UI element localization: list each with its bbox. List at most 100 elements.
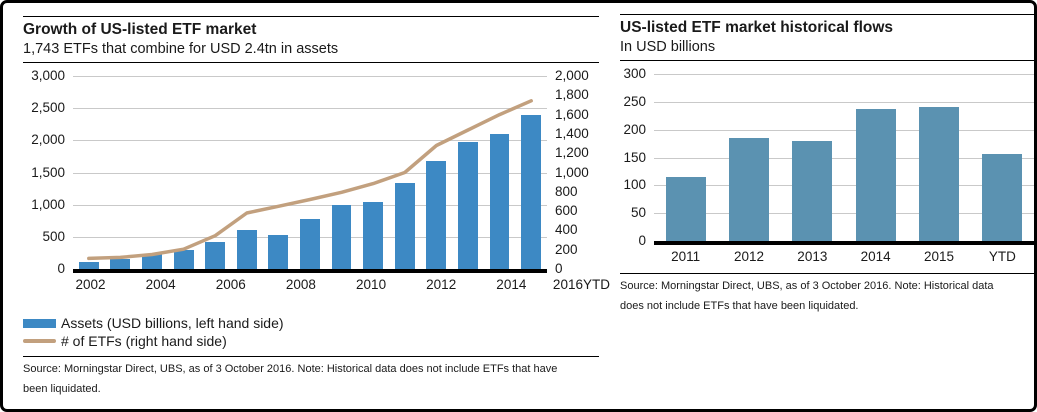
legend-line-swatch — [23, 339, 56, 343]
y-axis-label: 2,000 — [31, 132, 65, 148]
divider — [620, 60, 1034, 61]
legend-item: Assets (USD billions, left hand side) — [23, 314, 599, 332]
bar-2016-ytd — [521, 114, 542, 269]
bar-2002 — [78, 262, 99, 269]
growth-chart-subtitle: 1,743 ETFs that combine for USD 2.4tn in… — [23, 41, 339, 57]
x-axis-label: 2004 — [145, 277, 176, 292]
bar-2011 — [665, 176, 706, 241]
bar-2014 — [855, 109, 896, 241]
y-axis-label: 1,000 — [31, 196, 65, 212]
flows-x-axis: 2011 2012 2013 2014 2015 YTD — [654, 245, 1034, 267]
growth-left-axis: 3,000 2,500 2,000 1,500 1,000 500 0 — [23, 68, 73, 276]
divider — [620, 273, 1034, 274]
x-axis-label: 2015 — [923, 249, 955, 264]
bar-slot — [231, 76, 263, 269]
gridline — [654, 157, 1034, 159]
gridline — [654, 213, 1034, 215]
y-axis-label: 2,000 — [555, 68, 589, 83]
bar-slot — [357, 76, 389, 269]
bar-slot — [717, 74, 780, 241]
flows-chart-title: US-listed ETF market historical flows — [620, 19, 894, 36]
gridline — [654, 74, 1034, 75]
gridline — [654, 101, 1034, 103]
divider — [23, 62, 599, 63]
gridline — [654, 185, 1034, 187]
y-axis-label: 200 — [555, 241, 578, 257]
y-axis-label: 600 — [555, 203, 578, 219]
bar-slot — [971, 74, 1034, 241]
bar-slot — [136, 76, 168, 269]
x-axis-label: 2002 — [75, 277, 106, 292]
bar-2007 — [236, 229, 257, 269]
y-axis-label: 0 — [57, 261, 65, 276]
bar-slot — [168, 76, 200, 269]
x-axis-label: 2008 — [285, 277, 316, 292]
bar-slot — [781, 74, 844, 241]
growth-right-axis: 2,000 1,800 1,600 1,400 1,200 1,000 800 600 400 2… — [547, 68, 599, 276]
y-axis-label: 250 — [623, 93, 646, 109]
y-axis-label: 150 — [623, 149, 646, 165]
bar-series — [654, 74, 1034, 241]
bar-2012 — [394, 183, 415, 269]
x-axis-label: 2014 — [496, 277, 527, 292]
bar-slot — [294, 76, 326, 269]
legend-label: Assets (USD billions, left hand side) — [61, 315, 284, 331]
bar-2004 — [142, 254, 162, 269]
bar-2003 — [110, 259, 131, 269]
bar-slot — [73, 76, 105, 269]
y-axis-label: 0 — [555, 261, 563, 276]
flows-left-axis: 300 250 200 150 100 50 0 — [620, 66, 654, 248]
y-axis-label: 300 — [623, 66, 646, 81]
growth-chart-panel: Growth of US-listed ETF market 1,743 ETF… — [23, 16, 610, 399]
bar-2008 — [268, 234, 289, 269]
x-axis-label: 2013 — [797, 249, 828, 264]
y-axis-label: 1,400 — [555, 125, 589, 141]
flows-chart-panel: US-listed ETF market historical flows In… — [620, 14, 1034, 316]
bar-2015 — [489, 133, 510, 269]
x-axis-label: 2014 — [860, 249, 891, 264]
bar-slot — [421, 76, 453, 269]
flows-source-note: Source: Morningstar Direct, UBS, as of 3… — [620, 276, 1034, 316]
legend-label: # of ETFs (right hand side) — [61, 333, 227, 349]
y-axis-label: 3,000 — [31, 68, 65, 83]
y-axis-label: 2,500 — [31, 100, 65, 116]
source-line: Source: Morningstar Direct, UBS, as of 3… — [620, 280, 994, 292]
bar-series — [73, 76, 547, 269]
x-axis-label: YTD — [988, 249, 1016, 264]
bar-slot — [907, 74, 970, 241]
divider — [620, 14, 1034, 15]
bar-slot — [484, 76, 516, 269]
y-axis-label: 1,200 — [555, 145, 589, 161]
source-line: been liquidated. — [23, 383, 101, 395]
bar-2009 — [300, 219, 320, 269]
y-axis-label: 50 — [630, 205, 646, 221]
x-axis-label: 2006 — [215, 277, 246, 292]
bar-2011 — [363, 201, 384, 269]
bar-slot — [515, 76, 547, 269]
x-axis-label: 2016YTD — [552, 277, 610, 292]
gridline — [73, 76, 547, 77]
bar-slot — [199, 76, 231, 269]
bar-2013 — [792, 140, 833, 241]
bar-2012 — [729, 138, 769, 241]
growth-source-note: Source: Morningstar Direct, UBS, as of 3… — [23, 359, 599, 399]
x-axis-label: 2011 — [671, 249, 701, 264]
bar-slot — [389, 76, 421, 269]
y-axis-label: 400 — [555, 222, 578, 238]
bar-ytd — [982, 153, 1023, 241]
flows-chart-subtitle: In USD billions — [620, 39, 716, 55]
source-line: Source: Morningstar Direct, UBS, as of 3… — [23, 363, 558, 375]
y-axis-label: 500 — [42, 228, 65, 244]
y-axis-label: 1,800 — [555, 87, 589, 103]
y-axis-label: 1,600 — [555, 106, 589, 122]
y-axis-label: 1,000 — [555, 164, 589, 180]
flows-chart: 300 250 200 150 100 50 0 — [620, 66, 1034, 248]
y-axis-label: 0 — [638, 233, 646, 248]
source-line: does not include ETFs that have been liq… — [620, 300, 859, 312]
divider — [23, 356, 599, 357]
bar-slot — [105, 76, 137, 269]
y-axis-label: 100 — [623, 177, 646, 193]
bar-2010 — [331, 205, 352, 269]
bar-2013 — [426, 161, 447, 269]
